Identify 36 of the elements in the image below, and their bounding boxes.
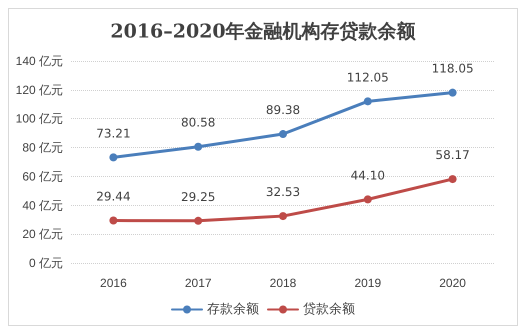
data-label: 80.58 (181, 116, 216, 130)
point (194, 142, 202, 151)
point (364, 195, 372, 204)
point (364, 97, 372, 106)
data-label: 118.05 (432, 62, 474, 76)
point (448, 88, 457, 97)
point (194, 216, 202, 225)
x-tick-label: 2016 (100, 276, 128, 290)
chart-title: 2016–2020年金融机构存贷款余额 (110, 20, 417, 42)
y-tick-label: 40 亿元 (22, 198, 63, 212)
data-label: 89.38 (266, 103, 300, 118)
y-tick-label: 20 亿元 (22, 227, 63, 242)
data-label: 32.53 (266, 185, 300, 200)
y-tick-label: 100 亿元 (16, 112, 63, 126)
x-tick-label: 2019 (354, 276, 382, 290)
y-tick-label: 80 亿元 (22, 140, 63, 155)
x-tick-label: 2017 (184, 276, 212, 290)
point (109, 153, 118, 162)
x-tick-label: 2020 (439, 276, 466, 290)
data-label: 29.44 (96, 190, 131, 204)
y-tick-label: 140 亿元 (16, 54, 63, 68)
data-label: 29.25 (181, 190, 216, 204)
legend-label: 存款余额 (207, 302, 259, 317)
y-tick-label: 0 亿元 (28, 256, 63, 270)
data-label: 73.21 (96, 126, 131, 140)
y-tick-label: 120 亿元 (16, 82, 63, 97)
data-label: 112.05 (346, 70, 389, 84)
data-label: 44.10 (350, 168, 385, 182)
data-label: 58.17 (435, 148, 470, 162)
point (279, 130, 287, 138)
point (109, 216, 118, 225)
y-tick-label: 60 亿元 (22, 169, 63, 184)
point (448, 175, 457, 184)
x-tick-label: 2018 (270, 276, 297, 290)
legend-label: 贷款余额 (303, 302, 355, 317)
point (279, 212, 287, 220)
